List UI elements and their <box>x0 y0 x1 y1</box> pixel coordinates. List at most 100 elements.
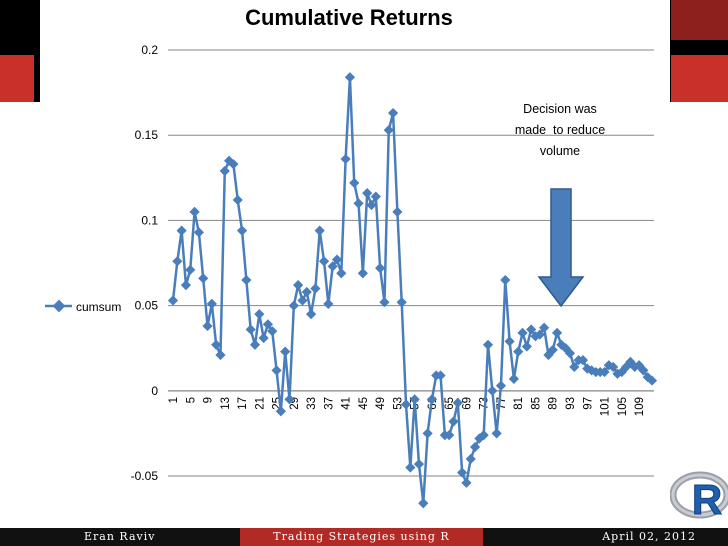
series-cumsum <box>167 72 658 509</box>
down-arrow-icon <box>537 188 585 308</box>
data-point <box>465 453 476 465</box>
data-point <box>288 300 299 311</box>
annotation: Decision was made to reduce volume <box>515 102 605 308</box>
legend-label: cumsum <box>76 300 121 314</box>
data-point <box>457 467 468 478</box>
legend: cumsum <box>45 299 121 314</box>
x-tick-label: 37 <box>323 397 335 410</box>
data-point <box>469 441 481 453</box>
data-point <box>362 188 373 199</box>
annotation-line-1: Decision was <box>523 102 597 116</box>
data-point <box>418 498 429 509</box>
data-point <box>392 206 403 217</box>
x-tick-label: 85 <box>530 397 542 410</box>
x-tick-label: 93 <box>565 397 577 410</box>
x-tick-label: 17 <box>237 397 249 410</box>
x-tick-label: 1 <box>168 397 180 403</box>
data-point <box>236 225 248 236</box>
accent-block-left <box>0 55 34 102</box>
x-tick-label: 109 <box>634 397 646 416</box>
data-point <box>189 206 200 217</box>
x-tick-label: 69 <box>461 397 473 410</box>
data-point <box>478 430 489 441</box>
y-tick-label: 0.2 <box>141 43 158 57</box>
data-point <box>508 373 520 384</box>
data-point <box>491 428 502 439</box>
data-point <box>500 274 511 286</box>
data-point <box>167 295 179 306</box>
footer-date: April 02, 2012 <box>483 528 728 546</box>
data-point <box>521 341 532 352</box>
data-point <box>444 430 455 441</box>
data-point <box>249 339 261 350</box>
data-point <box>547 344 558 355</box>
x-tick-label: 101 <box>600 397 612 416</box>
data-point <box>241 274 252 286</box>
chart-title: Cumulative Returns <box>245 5 453 30</box>
logo-letter: R <box>692 476 722 523</box>
annotation-line-2: made to reduce <box>515 123 605 137</box>
x-tick-label: 89 <box>548 397 560 410</box>
data-point <box>211 339 222 350</box>
data-point <box>280 346 291 357</box>
data-point <box>215 349 226 361</box>
annotation-line-3: volume <box>540 144 580 158</box>
data-point <box>297 295 308 306</box>
data-point <box>461 477 472 488</box>
data-point <box>435 370 446 381</box>
data-point <box>323 298 334 309</box>
data-point <box>198 273 209 284</box>
x-tick-label: 97 <box>582 397 594 410</box>
data-point <box>452 397 463 408</box>
data-point <box>185 264 196 275</box>
data-point <box>487 385 498 396</box>
x-tick-label: 41 <box>341 397 353 410</box>
footer: Eran Raviv Trading Strategies using R Ap… <box>0 528 728 546</box>
y-tick-label: 0.15 <box>135 128 159 142</box>
data-point <box>426 394 438 405</box>
data-point <box>180 280 192 291</box>
y-tick-label: -0.05 <box>131 469 159 483</box>
data-point <box>517 327 528 338</box>
x-tick-label: 53 <box>392 397 404 410</box>
data-point <box>245 324 256 335</box>
data-point <box>232 194 243 206</box>
data-point <box>258 332 269 344</box>
data-point <box>495 380 507 391</box>
data-point <box>284 394 295 405</box>
data-point <box>193 227 204 238</box>
data-point <box>314 225 325 236</box>
x-tick-label: 49 <box>375 397 387 410</box>
data-point <box>375 263 386 274</box>
x-axis-tick-labels: 1591317212529333741454953576165697377818… <box>168 397 646 416</box>
y-tick-label: 0.05 <box>135 299 159 313</box>
data-point <box>206 298 217 309</box>
accent-block-right-top <box>671 0 728 40</box>
x-tick-label: 33 <box>306 397 318 410</box>
data-point <box>482 339 494 350</box>
y-axis-tick-labels: 0.2 0.15 0.1 0.05 0 -0.05 <box>131 43 159 483</box>
data-point <box>172 256 183 267</box>
data-point <box>349 177 360 189</box>
data-point <box>422 428 433 439</box>
series-line <box>171 76 653 505</box>
data-point <box>504 336 515 347</box>
data-point <box>301 286 312 298</box>
data-point <box>366 199 377 211</box>
data-point <box>271 365 282 376</box>
accent-block-right <box>671 55 728 102</box>
data-point <box>638 365 649 376</box>
data-point <box>400 399 412 410</box>
data-point <box>413 458 425 470</box>
data-point <box>318 256 330 267</box>
data-point <box>409 394 420 405</box>
data-point <box>219 165 230 177</box>
data-point <box>262 319 274 330</box>
y-tick-label: 0.1 <box>141 213 158 227</box>
data-point <box>383 124 394 136</box>
x-tick-label: 5 <box>185 397 197 403</box>
data-point <box>513 346 524 357</box>
x-tick-label: 81 <box>513 397 525 410</box>
data-point <box>293 280 304 291</box>
